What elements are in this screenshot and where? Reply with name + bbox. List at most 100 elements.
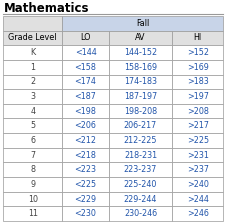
- Text: 8: 8: [30, 165, 35, 174]
- Text: K: K: [30, 48, 35, 57]
- Text: 212-225: 212-225: [123, 136, 157, 145]
- Bar: [172, 45, 222, 60]
- Text: 4: 4: [30, 107, 35, 116]
- Bar: [3, 206, 62, 221]
- Bar: [172, 162, 222, 177]
- Text: <174: <174: [74, 77, 96, 86]
- Text: >225: >225: [186, 136, 208, 145]
- Bar: [62, 104, 108, 118]
- Bar: [108, 118, 172, 133]
- Text: >237: >237: [186, 165, 208, 174]
- Text: 198-208: 198-208: [123, 107, 156, 116]
- Text: LO: LO: [80, 33, 90, 42]
- Bar: [3, 60, 62, 74]
- Text: 7: 7: [30, 151, 35, 160]
- Text: >152: >152: [186, 48, 208, 57]
- Text: <206: <206: [74, 121, 96, 130]
- Bar: [172, 118, 222, 133]
- Text: >240: >240: [186, 180, 208, 189]
- Bar: [108, 31, 172, 45]
- Text: 229-244: 229-244: [123, 194, 157, 204]
- Bar: [3, 118, 62, 133]
- Bar: [108, 133, 172, 148]
- Text: <158: <158: [74, 63, 96, 72]
- Text: <229: <229: [74, 194, 96, 204]
- Text: 9: 9: [30, 180, 35, 189]
- Text: 225-240: 225-240: [123, 180, 157, 189]
- Text: 158-169: 158-169: [123, 63, 156, 72]
- Text: >183: >183: [186, 77, 208, 86]
- Text: <212: <212: [74, 136, 96, 145]
- Bar: [108, 89, 172, 104]
- Text: 144-152: 144-152: [123, 48, 156, 57]
- Bar: [62, 177, 108, 192]
- Bar: [62, 192, 108, 206]
- Text: 230-246: 230-246: [123, 209, 156, 218]
- Text: >197: >197: [186, 92, 208, 101]
- Text: 223-237: 223-237: [123, 165, 157, 174]
- Text: 6: 6: [30, 136, 35, 145]
- Text: Fall: Fall: [135, 19, 149, 28]
- Bar: [3, 45, 62, 60]
- Bar: [108, 162, 172, 177]
- Bar: [3, 177, 62, 192]
- Bar: [172, 89, 222, 104]
- Text: <198: <198: [74, 107, 96, 116]
- Text: <230: <230: [74, 209, 96, 218]
- Bar: [62, 60, 108, 74]
- Text: 206-217: 206-217: [123, 121, 156, 130]
- Bar: [172, 192, 222, 206]
- Bar: [3, 133, 62, 148]
- Text: 218-231: 218-231: [123, 151, 156, 160]
- Bar: [108, 206, 172, 221]
- Bar: [62, 118, 108, 133]
- Bar: [172, 74, 222, 89]
- Text: >246: >246: [186, 209, 208, 218]
- Bar: [3, 31, 62, 45]
- Bar: [62, 162, 108, 177]
- Bar: [172, 148, 222, 162]
- Text: 174-183: 174-183: [124, 77, 156, 86]
- Bar: [62, 89, 108, 104]
- Text: <223: <223: [74, 165, 96, 174]
- Bar: [62, 148, 108, 162]
- Bar: [108, 177, 172, 192]
- Bar: [62, 31, 108, 45]
- Text: Mathematics: Mathematics: [4, 2, 89, 15]
- Text: 11: 11: [28, 209, 38, 218]
- Bar: [62, 45, 108, 60]
- Text: <218: <218: [74, 151, 96, 160]
- Bar: [108, 60, 172, 74]
- Text: >244: >244: [186, 194, 208, 204]
- Bar: [62, 133, 108, 148]
- Bar: [172, 60, 222, 74]
- Bar: [3, 162, 62, 177]
- Text: Grade Level: Grade Level: [8, 33, 57, 42]
- Bar: [172, 133, 222, 148]
- Bar: [172, 206, 222, 221]
- Text: HI: HI: [193, 33, 201, 42]
- Text: >231: >231: [186, 151, 208, 160]
- Text: 10: 10: [28, 194, 38, 204]
- Bar: [62, 74, 108, 89]
- Text: 3: 3: [30, 92, 35, 101]
- Bar: [3, 74, 62, 89]
- Text: >169: >169: [186, 63, 208, 72]
- Bar: [172, 104, 222, 118]
- Bar: [3, 16, 62, 31]
- Bar: [172, 177, 222, 192]
- Text: >217: >217: [186, 121, 208, 130]
- Bar: [172, 31, 222, 45]
- Bar: [3, 192, 62, 206]
- Bar: [108, 192, 172, 206]
- Text: 187-197: 187-197: [123, 92, 156, 101]
- Bar: [3, 148, 62, 162]
- Bar: [3, 104, 62, 118]
- Bar: [108, 74, 172, 89]
- Bar: [108, 148, 172, 162]
- Bar: [3, 89, 62, 104]
- Text: <225: <225: [74, 180, 96, 189]
- Bar: [62, 206, 108, 221]
- Text: <187: <187: [74, 92, 96, 101]
- Text: 5: 5: [30, 121, 35, 130]
